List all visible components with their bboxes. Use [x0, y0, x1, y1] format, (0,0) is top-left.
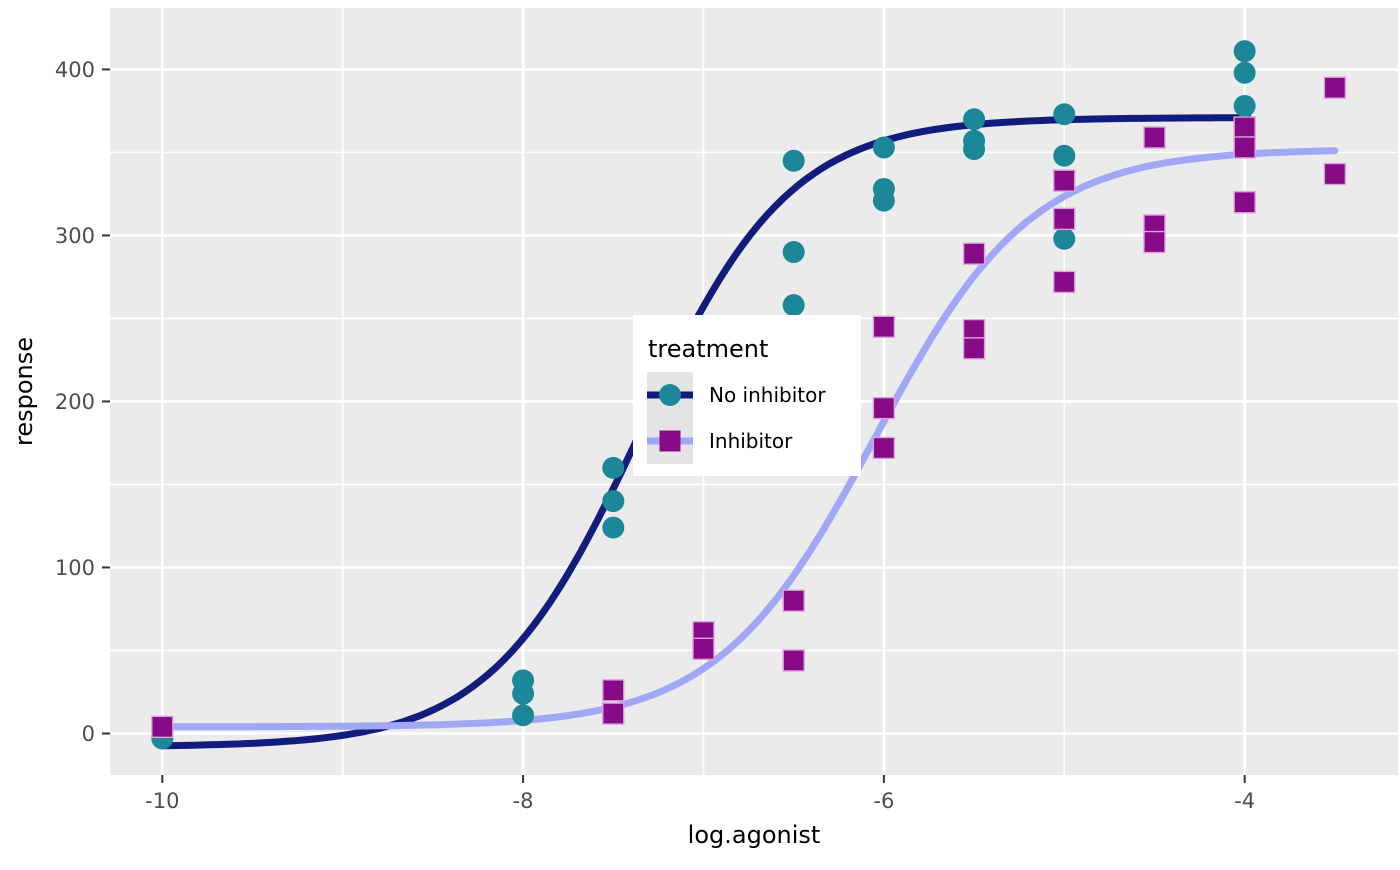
data-point-inhibitor — [872, 396, 896, 420]
y-tick-label: 400 — [55, 58, 95, 82]
data-point-inhibitor — [1233, 116, 1256, 139]
data-point-inhibitor — [1323, 162, 1347, 186]
data-point-inhibitor — [1143, 230, 1166, 254]
y-tick-label: 0 — [82, 722, 95, 746]
data-point-no-inhibitor — [963, 138, 986, 161]
data-point-inhibitor — [1323, 76, 1347, 99]
data-point-inhibitor — [962, 337, 986, 360]
y-tick-label: 300 — [55, 224, 95, 248]
data-point-no-inhibitor — [1233, 40, 1256, 63]
data-point-inhibitor — [782, 589, 805, 612]
legend-square-marker-icon — [659, 430, 681, 452]
data-point-no-inhibitor — [872, 189, 895, 212]
y-tick-label: 200 — [55, 390, 95, 414]
data-point-inhibitor — [962, 242, 986, 265]
x-tick-label: -6 — [873, 789, 894, 813]
fit-line-inhibitor — [158, 147, 1339, 731]
legend-circle-marker-icon — [659, 384, 681, 406]
data-point-no-inhibitor — [1233, 61, 1256, 84]
data-point-no-inhibitor — [1053, 227, 1076, 250]
data-point-no-inhibitor — [602, 490, 625, 513]
y-axis-title: response — [10, 337, 38, 446]
data-point-no-inhibitor — [1233, 94, 1256, 117]
data-point-inhibitor — [1233, 191, 1256, 214]
data-point-inhibitor — [692, 637, 715, 661]
data-point-no-inhibitor — [512, 682, 535, 705]
data-point-inhibitor — [872, 315, 896, 338]
data-point-inhibitor — [1143, 126, 1166, 149]
y-tick-label: 100 — [55, 556, 95, 580]
data-point-inhibitor — [1233, 136, 1256, 159]
data-point-inhibitor — [782, 649, 805, 672]
data-point-no-inhibitor — [782, 149, 805, 172]
legend-entry-label: No inhibitor — [709, 383, 826, 407]
x-axis-title: log.agonist — [688, 821, 821, 849]
data-point-no-inhibitor — [963, 108, 986, 131]
data-point-inhibitor — [1053, 270, 1076, 294]
data-point-inhibitor — [1053, 207, 1076, 231]
legend-entry-label: Inhibitor — [709, 429, 793, 453]
data-point-no-inhibitor — [512, 704, 535, 727]
data-point-inhibitor — [151, 715, 174, 739]
legend-title: treatment — [648, 335, 768, 363]
data-point-inhibitor — [1053, 169, 1076, 192]
data-point-inhibitor — [872, 436, 896, 460]
data-point-no-inhibitor — [602, 456, 625, 479]
data-point-no-inhibitor — [1053, 144, 1076, 167]
data-point-inhibitor — [602, 702, 625, 725]
data-point-no-inhibitor — [872, 136, 895, 159]
data-point-no-inhibitor — [782, 294, 805, 317]
data-point-no-inhibitor — [1053, 103, 1076, 126]
data-point-no-inhibitor — [602, 516, 625, 539]
x-tick-label: -4 — [1234, 789, 1255, 813]
x-tick-label: -10 — [145, 789, 179, 813]
x-tick-label: -8 — [513, 789, 534, 813]
data-point-no-inhibitor — [782, 241, 805, 264]
data-point-inhibitor — [602, 679, 625, 702]
